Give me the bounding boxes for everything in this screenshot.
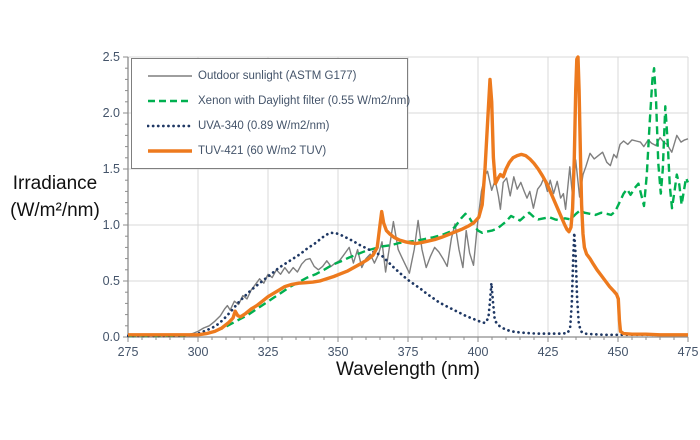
x-tick-label: 300 (188, 345, 209, 359)
x-tick-label: 425 (538, 345, 559, 359)
series-line-uva340 (127, 231, 689, 338)
y-tick-label: 2.5 (103, 50, 120, 64)
legend-label-sunlight: Outdoor sunlight (ASTM G177) (198, 70, 357, 83)
x-tick-label: 375 (398, 345, 419, 359)
y-tick-label: 1.0 (103, 218, 120, 232)
y-axis-label: Irradiance (W/m²/nm) (0, 170, 110, 224)
legend-item-xenon: Xenon with Daylight filter (0.55 W/m2/nm… (147, 95, 410, 107)
y-tick-label: 0.5 (103, 274, 120, 288)
legend-label-uva340: UVA-340 (0.89 W/m2/nm) (198, 119, 330, 132)
x-tick-label: 275 (118, 345, 139, 359)
y-axis-label-line1: Irradiance (12, 173, 98, 194)
chart-legend: Outdoor sunlight (ASTM G177) Xenon with … (131, 58, 410, 169)
x-axis-label: Wavelength (nm) (336, 359, 480, 380)
series-line-tuv421 (128, 55, 688, 337)
series-line-xenon (128, 66, 689, 338)
y-tick-label: 0.0 (103, 330, 120, 344)
x-tick-label: 400 (468, 345, 489, 359)
x-tick-label: 475 (678, 345, 699, 359)
xenon-dashed-line-icon (148, 99, 192, 103)
x-tick-label: 350 (328, 345, 349, 359)
y-tick-label: 1.5 (103, 162, 120, 176)
y-axis-label-line2: (W/m²/nm) (10, 200, 100, 221)
uva340-dotted-line-icon (147, 124, 193, 128)
y-tick-label: 2.0 (103, 106, 120, 120)
legend-label-tuv421: TUV-421 (60 W/m2 TUV) (198, 144, 327, 157)
tuv421-line-icon (148, 148, 192, 153)
sunlight-line-icon (148, 75, 192, 78)
legend-label-xenon: Xenon with Daylight filter (0.55 W/m2/nm… (198, 95, 411, 108)
legend-item-tuv421: TUV-421 (60 W/m2 TUV) (147, 145, 399, 157)
legend-item-sunlight: Outdoor sunlight (ASTM G177) (147, 70, 399, 82)
x-tick-label: 450 (608, 345, 629, 359)
legend-item-uva340: UVA-340 (0.89 W/m2/nm) (147, 120, 399, 132)
x-tick-label: 325 (258, 345, 279, 359)
